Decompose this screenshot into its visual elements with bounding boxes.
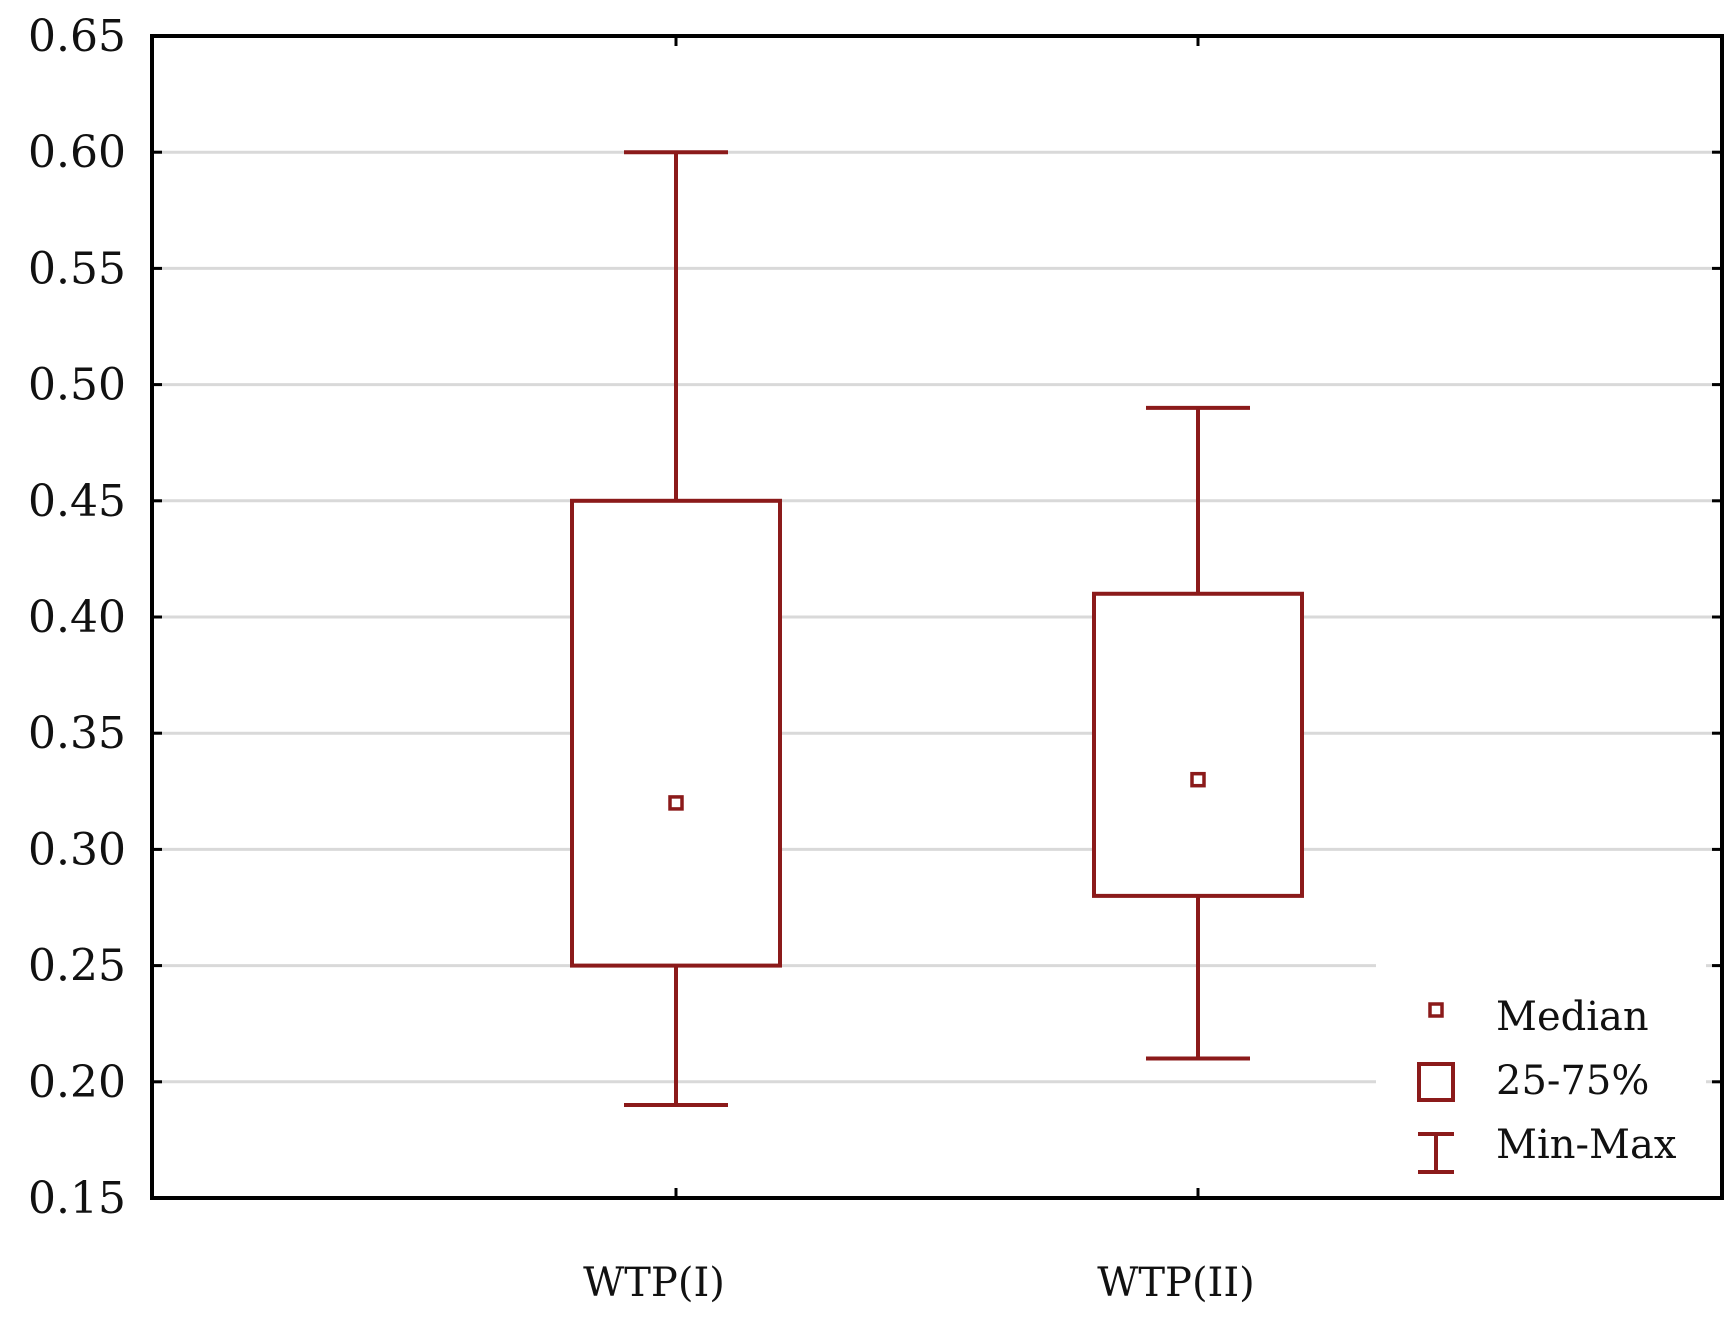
median-marker bbox=[668, 795, 684, 811]
y-tick-label: 0.30 bbox=[28, 824, 126, 875]
x-category-label: WTP(I) bbox=[583, 1260, 725, 1306]
boxes bbox=[570, 150, 1304, 1108]
median-marker bbox=[1190, 771, 1206, 788]
legend-whisker-label: Min-Max bbox=[1496, 1122, 1677, 1168]
y-tick-label: 0.50 bbox=[28, 360, 126, 411]
legend: Median 25-75% Min-Max bbox=[1376, 964, 1706, 1178]
iqr-box bbox=[570, 498, 782, 968]
box-group-2 bbox=[1092, 405, 1304, 1061]
y-tick-label: 0.60 bbox=[28, 127, 126, 178]
y-tick-label: 0.15 bbox=[28, 1173, 126, 1224]
box-group-1 bbox=[570, 150, 782, 1108]
legend-box-icon bbox=[1417, 1062, 1455, 1102]
y-tick-label: 0.20 bbox=[28, 1057, 126, 1108]
x-category-label: WTP(II) bbox=[1097, 1260, 1255, 1306]
y-tick-label: 0.40 bbox=[28, 592, 126, 643]
y-tick-label: 0.35 bbox=[28, 708, 126, 759]
y-tick-label: 0.45 bbox=[28, 476, 126, 527]
legend-median-icon bbox=[1428, 1002, 1444, 1018]
legend-box-label: 25-75% bbox=[1496, 1058, 1649, 1104]
y-axis-ticks: 0.65 0.60 0.55 0.50 0.45 0.40 0.35 0.30 0.25 0.20… bbox=[28, 11, 1722, 1224]
legend-whisker-icon bbox=[1418, 1132, 1454, 1174]
gridlines bbox=[152, 150, 1722, 1084]
y-tick-label: 0.55 bbox=[28, 243, 126, 294]
x-axis-ticks: WTP(I) WTP(II) bbox=[583, 36, 1255, 1306]
y-tick-label: 0.65 bbox=[28, 11, 126, 62]
y-tick-label: 0.25 bbox=[28, 941, 126, 992]
legend-median-label: Median bbox=[1496, 994, 1649, 1040]
iqr-box bbox=[1092, 591, 1304, 898]
